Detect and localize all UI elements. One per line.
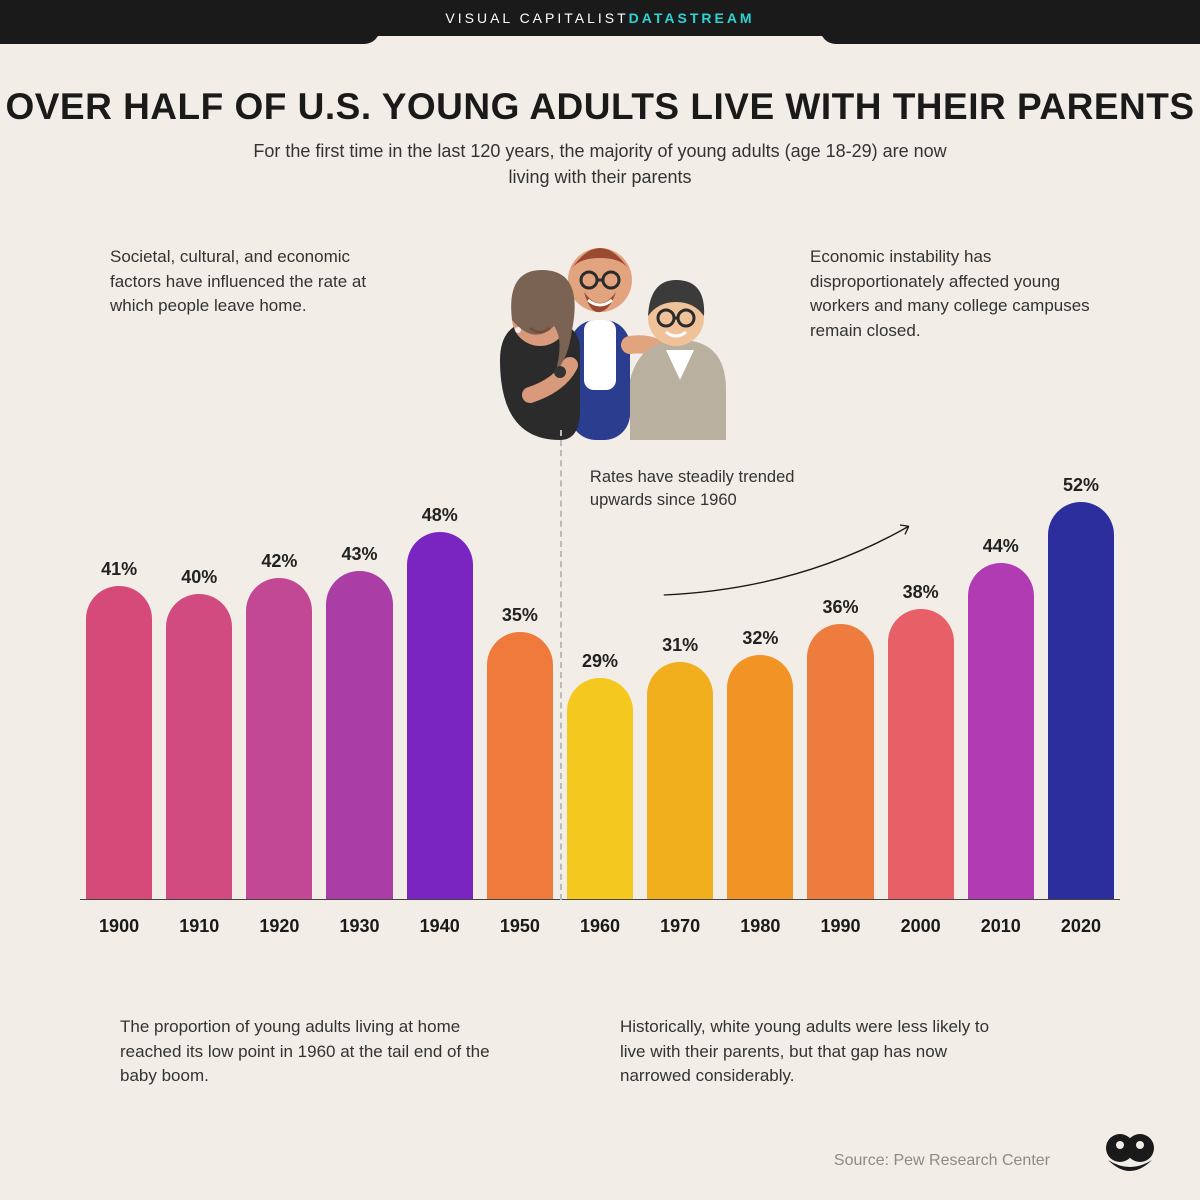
bar-1940: 48% xyxy=(407,505,473,899)
bar-1950: 35% xyxy=(487,605,553,899)
bar xyxy=(86,586,152,899)
bar-1930: 43% xyxy=(326,544,392,899)
trend-arrow xyxy=(580,520,1000,620)
brand-bar: VISUAL CAPITALIST DATASTREAM xyxy=(0,0,1200,36)
bar-label: 42% xyxy=(261,551,297,572)
page-subtitle: For the first time in the last 120 years… xyxy=(240,138,960,190)
bar xyxy=(246,578,312,899)
year-label: 2000 xyxy=(888,916,954,937)
bar xyxy=(888,609,954,899)
bar-1900: 41% xyxy=(86,559,152,899)
year-label: 2010 xyxy=(968,916,1034,937)
bar xyxy=(407,532,473,899)
bar-label: 32% xyxy=(742,628,778,649)
year-label: 1940 xyxy=(407,916,473,937)
year-label: 1960 xyxy=(567,916,633,937)
footnote-right: Historically, white young adults were le… xyxy=(620,1015,1000,1089)
brand-prefix: VISUAL CAPITALIST xyxy=(445,10,628,26)
bar-1910: 40% xyxy=(166,567,232,899)
year-label: 1910 xyxy=(166,916,232,937)
bar-1920: 42% xyxy=(246,551,312,899)
bar-label: 41% xyxy=(101,559,137,580)
bar-chart: 41%40%42%43%48%35%29%31%32%36%38%44%52% … xyxy=(80,460,1120,950)
year-label: 1900 xyxy=(86,916,152,937)
bar xyxy=(326,571,392,899)
year-label: 1920 xyxy=(246,916,312,937)
bar xyxy=(567,678,633,899)
bar xyxy=(1048,502,1114,899)
brand-logo-icon xyxy=(1100,1130,1160,1180)
bar-1980: 32% xyxy=(727,628,793,899)
bar-label: 31% xyxy=(662,635,698,656)
bar-label: 48% xyxy=(422,505,458,526)
family-illustration xyxy=(460,210,740,440)
bar xyxy=(647,662,713,899)
bar-label: 43% xyxy=(342,544,378,565)
bar-1970: 31% xyxy=(647,635,713,899)
brand-accent: DATASTREAM xyxy=(629,10,755,26)
year-label: 1990 xyxy=(807,916,873,937)
bar-2000: 38% xyxy=(888,582,954,899)
year-label: 2020 xyxy=(1048,916,1114,937)
bar-label: 40% xyxy=(181,567,217,588)
year-label: 1980 xyxy=(727,916,793,937)
bar-label: 35% xyxy=(502,605,538,626)
bar xyxy=(166,594,232,899)
bar-1960: 29% xyxy=(567,651,633,899)
year-label: 1970 xyxy=(647,916,713,937)
blurb-left: Societal, cultural, and economic factors… xyxy=(110,245,400,319)
bar-1990: 36% xyxy=(807,597,873,899)
footnote-left: The proportion of young adults living at… xyxy=(120,1015,500,1089)
source-credit: Source: Pew Research Center xyxy=(834,1152,1050,1170)
trend-note: Rates have steadily trended upwards sinc… xyxy=(590,466,830,512)
blurb-right: Economic instability has disproportionat… xyxy=(810,245,1100,344)
year-label: 1930 xyxy=(326,916,392,937)
bar-label: 29% xyxy=(582,651,618,672)
bar xyxy=(727,655,793,899)
year-label: 1950 xyxy=(487,916,553,937)
bar xyxy=(807,624,873,899)
bar xyxy=(487,632,553,899)
bar-label: 52% xyxy=(1063,475,1099,496)
chart-divider xyxy=(560,430,562,900)
bar-2020: 52% xyxy=(1048,475,1114,899)
page-title: OVER HALF OF U.S. YOUNG ADULTS LIVE WITH… xyxy=(0,86,1200,128)
